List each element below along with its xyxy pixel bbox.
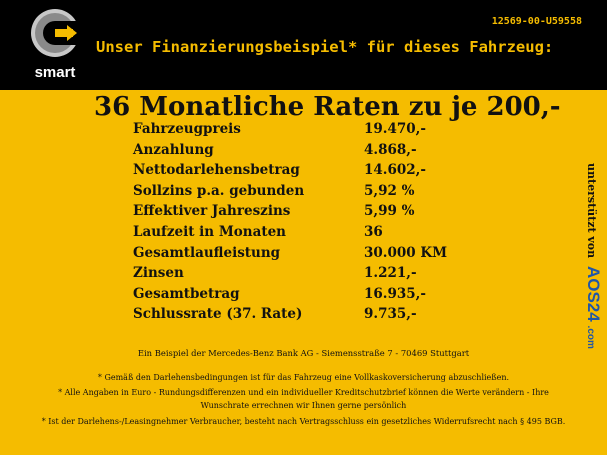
row-value: 9.735,-	[364, 306, 417, 323]
row-label: Laufzeit in Monaten	[133, 223, 286, 240]
row-value: 19.470,-	[364, 121, 426, 137]
footnote-insurance: * Gemäß den Darlehensbedingungen ist für…	[97, 373, 510, 382]
row-value: 1.221,-	[364, 265, 417, 282]
header-bar: smart 12569-00-U59558 Unser Finanzierung…	[0, 0, 607, 90]
row-value: 5,92 %	[364, 182, 415, 199]
row-label: Zinsen	[133, 265, 184, 282]
bank-note: Ein Beispiel der Mercedes-Benz Bank AG -…	[137, 348, 470, 358]
row-label: Anzahlung	[133, 141, 214, 158]
svg-text:unterstützt von AOS24: unterstützt von AOS24 .com	[584, 163, 603, 349]
smart-logo: smart	[23, 3, 87, 85]
header-subtitle: Unser Finanzierungsbeispiel* für dieses …	[96, 38, 554, 56]
row-value: 5,99 %	[364, 203, 415, 220]
row-value: 36	[364, 223, 383, 240]
row-label: Sollzins p.a. gebunden	[133, 182, 305, 199]
row-label: Effektiver Jahreszins	[133, 203, 291, 220]
row-value: 16.935,-	[364, 285, 426, 302]
aos24-brand: AOS24	[584, 266, 603, 322]
row-value: 14.602,-	[364, 162, 426, 179]
reference-number: 12569-00-U59558	[491, 16, 582, 27]
footnote-withdrawal: * Ist der Darlehens-/Leasingnehmer Verbr…	[41, 417, 566, 426]
aos24-logo: unterstützt von AOS24 .com	[584, 163, 603, 349]
row-value: 30.000 KM	[364, 244, 448, 261]
headline: 36 Monatliche Raten zu je 200,-	[94, 92, 561, 122]
smart-logo-icon: smart	[23, 3, 87, 85]
supported-by-text: unterstützt von	[585, 163, 598, 258]
row-label: Gesamtlaufleistung	[133, 244, 281, 261]
row-label: Schlussrate (37. Rate)	[133, 306, 303, 323]
footnote-amounts-continued: Wunschrate errechnen wir Ihnen gerne per…	[200, 401, 407, 410]
aos24-domain: .com	[585, 326, 596, 349]
row-label: Gesamtbetrag	[133, 285, 240, 302]
supported-by-banner: unterstützt von AOS24 .com	[577, 163, 607, 353]
logo-text: smart	[35, 64, 76, 81]
row-label: Fahrzeugpreis	[133, 121, 241, 137]
row-label: Nettodarlehensbetrag	[133, 162, 300, 179]
footnote-amounts: * Alle Angaben in Euro - Rundungsdiffere…	[58, 388, 549, 397]
row-value: 4.868,-	[364, 141, 417, 158]
